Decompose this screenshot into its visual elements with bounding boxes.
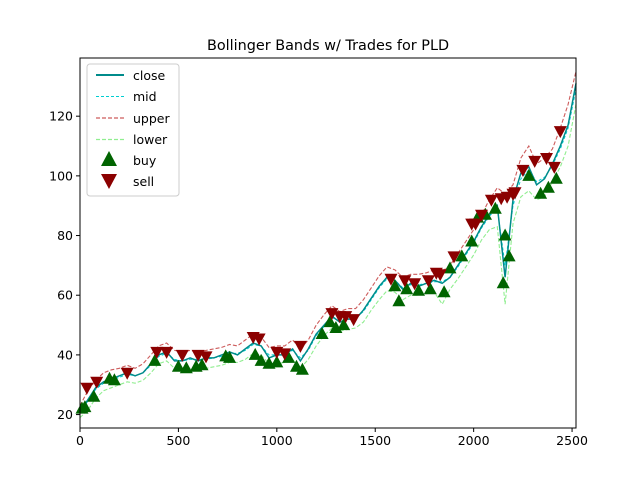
x-tick-label: 2000 xyxy=(458,433,490,448)
legend: close mid upper lower buy sell xyxy=(87,64,179,196)
legend-upper-label: upper xyxy=(133,111,170,126)
x-axis: 0 500 1000 1500 2000 2500 xyxy=(76,428,588,448)
x-tick-label: 1000 xyxy=(261,433,293,448)
sell-marker xyxy=(347,314,360,326)
chart-title: Bollinger Bands w/ Trades for PLD xyxy=(207,38,449,54)
buy-marker xyxy=(503,249,516,261)
x-tick-label: 500 xyxy=(166,433,190,448)
x-tick-label: 0 xyxy=(76,433,84,448)
y-tick-label: 40 xyxy=(57,347,73,362)
sell-marker xyxy=(294,341,307,353)
y-tick-label: 80 xyxy=(57,228,73,243)
x-tick-label: 2500 xyxy=(556,433,588,448)
buy-marker xyxy=(550,172,563,184)
y-tick-label: 120 xyxy=(49,109,73,124)
legend-close-label: close xyxy=(133,68,166,83)
buy-marker xyxy=(392,294,405,306)
y-tick-label: 100 xyxy=(49,168,73,183)
y-tick-label: 60 xyxy=(57,288,73,303)
legend-lower-label: lower xyxy=(133,132,168,147)
buy-marker xyxy=(87,390,100,402)
legend-sell-label: sell xyxy=(133,174,154,189)
x-tick-label: 1500 xyxy=(359,433,391,448)
y-tick-label: 20 xyxy=(57,407,73,422)
legend-buy-label: buy xyxy=(133,153,157,168)
legend-mid-label: mid xyxy=(133,89,157,104)
y-axis: 20 40 60 80 100 120 xyxy=(49,109,80,422)
